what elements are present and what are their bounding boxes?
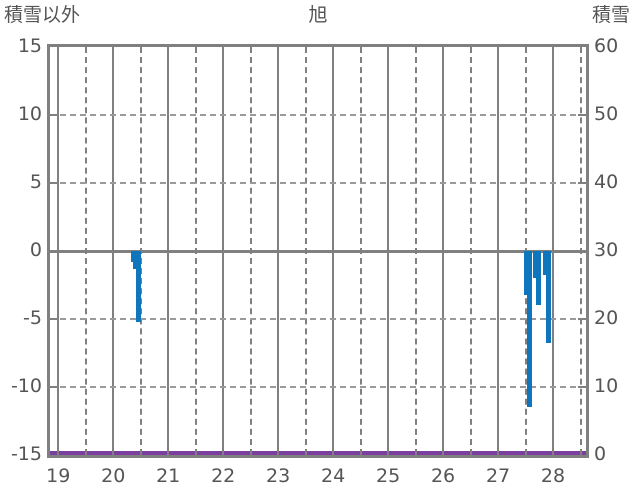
ytick-label-right-60: 60 bbox=[594, 35, 619, 57]
zero-line bbox=[50, 250, 586, 253]
xtick-label-26: 26 bbox=[430, 465, 456, 487]
ytick-right-40 bbox=[578, 182, 586, 184]
gridline-y--5 bbox=[50, 318, 586, 320]
xtick-bottom bbox=[524, 449, 527, 455]
ytick-label-left-5: 5 bbox=[29, 171, 42, 193]
xtick-top bbox=[167, 47, 170, 57]
ytick-right-30 bbox=[578, 250, 586, 252]
xtick-label-19: 19 bbox=[46, 465, 71, 487]
xtick-bottom bbox=[167, 445, 170, 455]
plot-area bbox=[47, 44, 589, 458]
xtick-bottom bbox=[469, 449, 472, 455]
xtick-bottom bbox=[139, 449, 142, 455]
ytick-label-right-10: 10 bbox=[594, 375, 619, 397]
ytick-label-right-40: 40 bbox=[594, 171, 619, 193]
xtick-top bbox=[387, 47, 390, 57]
xtick-bottom bbox=[57, 445, 60, 455]
xtick-top bbox=[112, 47, 115, 57]
xtick-label-27: 27 bbox=[485, 465, 511, 487]
xtick-top bbox=[222, 47, 225, 57]
xtick-top bbox=[414, 47, 417, 53]
xtick-label-24: 24 bbox=[321, 465, 346, 487]
xtick-top bbox=[194, 47, 197, 53]
xtick-bottom bbox=[497, 445, 500, 455]
bar-1 bbox=[133, 251, 139, 269]
xtick-top bbox=[249, 47, 252, 53]
plot-inner bbox=[50, 47, 586, 455]
ytick-label-left--10: -10 bbox=[10, 375, 42, 397]
xtick-top bbox=[84, 47, 87, 53]
xtick-label-22: 22 bbox=[211, 465, 236, 487]
xtick-top bbox=[57, 47, 60, 57]
xtick-bottom bbox=[277, 445, 280, 455]
xtick-bottom bbox=[359, 449, 362, 455]
xtick-top bbox=[469, 47, 472, 53]
xtick-bottom bbox=[84, 449, 87, 455]
xtick-bottom bbox=[442, 445, 445, 455]
xtick-bottom bbox=[579, 449, 582, 455]
xtick-top bbox=[497, 47, 500, 57]
ytick-label-left-15: 15 bbox=[17, 35, 42, 57]
xtick-bottom bbox=[552, 445, 554, 455]
ytick-left-5 bbox=[50, 182, 58, 184]
xtick-top bbox=[139, 47, 142, 53]
xtick-bottom bbox=[332, 445, 335, 455]
xtick-top bbox=[359, 47, 362, 53]
ytick-label-right-20: 20 bbox=[594, 307, 619, 329]
bar-0 bbox=[130, 251, 136, 262]
xtick-bottom bbox=[222, 445, 225, 455]
bar-4 bbox=[526, 251, 532, 408]
gridline-y--10 bbox=[50, 386, 586, 388]
gridline-y-5 bbox=[50, 182, 586, 184]
xtick-bottom bbox=[414, 449, 417, 455]
bar-5 bbox=[532, 251, 538, 279]
bar-6 bbox=[536, 251, 542, 306]
xtick-label-25: 25 bbox=[375, 465, 401, 487]
bar-2 bbox=[136, 251, 141, 322]
xtick-top bbox=[552, 47, 554, 57]
ytick-left--10 bbox=[50, 386, 58, 388]
ytick-label-left--5: -5 bbox=[23, 307, 42, 329]
bar-3 bbox=[524, 251, 530, 295]
ytick-left-10 bbox=[50, 114, 58, 116]
ytick-right-10 bbox=[578, 386, 586, 388]
ytick-label-right-0: 0 bbox=[594, 443, 607, 465]
xtick-top bbox=[579, 47, 582, 53]
xtick-bottom bbox=[112, 445, 115, 455]
right-axis-unit-label: 積雪 bbox=[591, 4, 630, 26]
ytick-right-20 bbox=[578, 318, 586, 320]
xtick-top bbox=[304, 47, 307, 53]
ytick-right-50 bbox=[578, 114, 586, 116]
xtick-label-21: 21 bbox=[156, 465, 181, 487]
xtick-top bbox=[277, 47, 280, 57]
xtick-top bbox=[524, 47, 527, 53]
xtick-top bbox=[332, 47, 335, 57]
bar-8 bbox=[546, 251, 552, 344]
bar-7 bbox=[542, 251, 548, 276]
ytick-label-left--15: -15 bbox=[10, 443, 42, 465]
xtick-label-23: 23 bbox=[266, 465, 291, 487]
left-axis-unit-label: 積雪以外 bbox=[4, 4, 81, 26]
page-title: 旭 bbox=[308, 4, 328, 26]
ytick-label-right-50: 50 bbox=[594, 103, 619, 125]
xtick-bottom bbox=[194, 449, 197, 455]
ytick-label-left-0: 0 bbox=[29, 239, 42, 261]
ytick-label-right-30: 30 bbox=[594, 239, 619, 261]
xtick-bottom bbox=[304, 449, 307, 455]
xtick-bottom bbox=[387, 445, 390, 455]
xtick-label-28: 28 bbox=[540, 465, 566, 487]
xtick-bottom bbox=[249, 449, 252, 455]
ytick-left--5 bbox=[50, 318, 58, 320]
snow-depth-line bbox=[50, 451, 586, 455]
ytick-left-0 bbox=[50, 250, 58, 252]
xtick-label-20: 20 bbox=[101, 465, 126, 487]
gridline-y-10 bbox=[50, 114, 586, 116]
ytick-label-left-10: 10 bbox=[17, 103, 42, 125]
xtick-top bbox=[442, 47, 445, 57]
